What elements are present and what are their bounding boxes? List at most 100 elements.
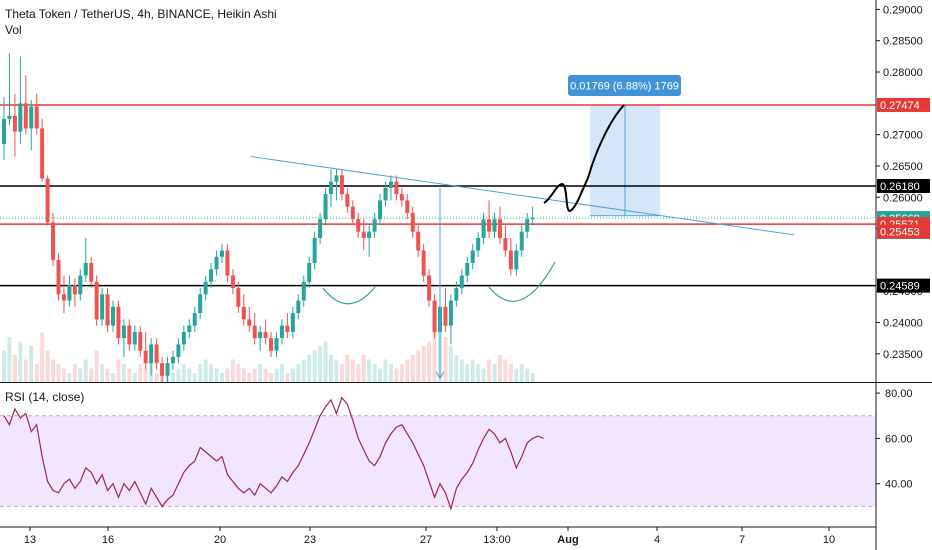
- candles-layer: [2, 53, 535, 382]
- candle-body: [269, 338, 274, 351]
- candle-body: [427, 275, 432, 301]
- time-tick-label: 10: [823, 534, 835, 546]
- candle-body: [508, 250, 513, 270]
- candle-body: [334, 175, 339, 182]
- price-tick-label: 0.24000: [883, 318, 923, 330]
- volume-bar: [350, 359, 355, 382]
- volume-bar: [410, 355, 415, 382]
- price-tick-label: 0.23500: [883, 349, 923, 361]
- candle-body: [209, 269, 214, 282]
- volume-bar: [378, 368, 383, 382]
- candle-body: [454, 288, 459, 301]
- candle-body: [100, 294, 105, 320]
- volume-bar: [143, 368, 148, 382]
- rsi-band-layer: [0, 415, 876, 507]
- price-tick-label: 0.28500: [883, 36, 923, 48]
- candle-body: [89, 263, 94, 282]
- chart-title: Theta Token / TetherUS, 4h, BINANCE, Hei…: [5, 7, 277, 21]
- volume-bar: [176, 368, 181, 382]
- volume-bar: [230, 359, 235, 382]
- volume-bar: [356, 364, 361, 382]
- time-tick-label: 20: [214, 534, 226, 546]
- volume-bar: [388, 364, 393, 382]
- candle-body: [51, 222, 56, 260]
- candle-body: [301, 281, 306, 301]
- volume-bar: [170, 373, 175, 382]
- candle-body: [2, 118, 6, 145]
- volume-layer: [2, 319, 535, 382]
- candle-body: [241, 306, 246, 320]
- volume-bar: [116, 359, 121, 382]
- candle-body: [149, 344, 154, 364]
- candle-body: [111, 306, 115, 326]
- candle-body: [367, 231, 372, 238]
- volume-bar: [383, 359, 388, 382]
- volume-bar: [372, 364, 377, 382]
- candle-body: [503, 237, 508, 251]
- candle-body: [116, 306, 121, 339]
- candle-body: [252, 325, 257, 339]
- volume-bar: [45, 350, 50, 382]
- candle-body: [83, 263, 88, 276]
- volume-bar: [487, 359, 492, 382]
- candle-body: [394, 181, 399, 195]
- volume-bar: [481, 368, 486, 382]
- drawings-layer: [250, 104, 795, 379]
- candle-body: [410, 212, 415, 232]
- candle-body: [443, 306, 448, 326]
- candle-body: [339, 175, 344, 195]
- time-tick-label: 4: [654, 534, 660, 546]
- volume-bar: [339, 364, 344, 382]
- candle-body: [448, 300, 453, 326]
- volume-bar: [100, 364, 105, 382]
- candle-body: [378, 200, 383, 220]
- candle-body: [78, 275, 83, 295]
- volume-bar: [198, 364, 203, 382]
- candle-body: [372, 219, 377, 232]
- candle-body: [525, 219, 530, 232]
- candle-body: [279, 325, 284, 339]
- candle-body: [465, 263, 470, 276]
- descending-trendline: [250, 156, 795, 236]
- price-tick-label: 0.29000: [883, 4, 923, 16]
- rsi-band: [0, 415, 876, 507]
- candle-body: [459, 275, 464, 289]
- volume-bar: [258, 364, 263, 382]
- volume-bar: [427, 341, 432, 382]
- candle-body: [143, 350, 148, 364]
- candle-body: [416, 231, 421, 251]
- volume-bar: [443, 337, 448, 382]
- price-tag-red: 0.27474: [880, 100, 920, 112]
- volume-bar: [40, 332, 45, 382]
- candle-body: [329, 181, 333, 195]
- marker-arrow: [435, 371, 445, 379]
- volume-bar: [127, 368, 132, 382]
- projection-label: 0.01769 (6.88%) 1769: [570, 81, 679, 93]
- volume-bar: [241, 368, 246, 382]
- candle-body: [487, 219, 492, 232]
- candle-body: [181, 331, 186, 345]
- volume-bar: [459, 359, 464, 382]
- volume-bar: [209, 364, 214, 382]
- candle-body: [323, 194, 328, 220]
- candle-body: [481, 219, 486, 238]
- volume-bar: [154, 373, 159, 382]
- candle-body: [7, 115, 12, 119]
- candle-body: [132, 331, 137, 345]
- volume-bar: [220, 373, 224, 382]
- volume-bar: [181, 364, 186, 382]
- volume-bar: [367, 359, 372, 382]
- rsi-line: [3, 396, 544, 511]
- volume-bar: [269, 373, 274, 382]
- candle-body: [514, 250, 519, 270]
- candle-body: [345, 194, 350, 207]
- volume-bar: [514, 368, 519, 382]
- candle-body: [361, 231, 366, 238]
- candle-body: [399, 194, 404, 201]
- volume-bar: [34, 364, 39, 382]
- time-tick-label: 16: [102, 534, 114, 546]
- volume-label: Vol: [5, 23, 22, 37]
- candle-body: [23, 103, 28, 129]
- candle-body: [258, 331, 263, 339]
